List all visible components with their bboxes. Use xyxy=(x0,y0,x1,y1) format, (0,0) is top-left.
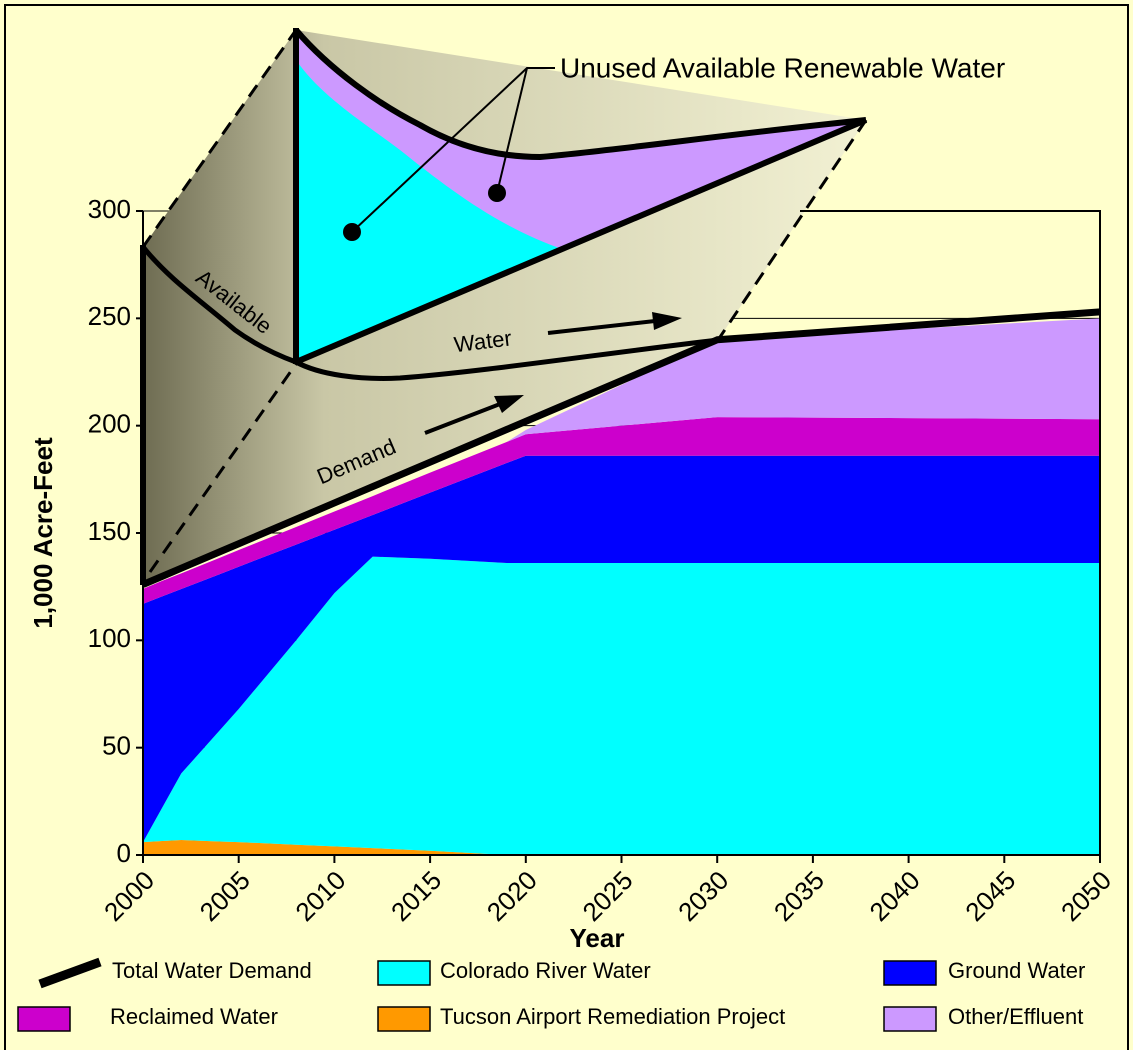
y-tick-label: 200 xyxy=(88,409,131,439)
legend-swatch xyxy=(377,1006,431,1032)
legend-label: Reclaimed Water xyxy=(110,1004,278,1029)
leader-line xyxy=(496,67,528,194)
y-tick-label: 50 xyxy=(102,731,131,761)
legend-label: Other/Effluent xyxy=(948,1004,1083,1029)
dashed-edge xyxy=(148,363,298,573)
y-tick-label: 150 xyxy=(88,516,131,546)
frame xyxy=(4,4,1129,1050)
legend-label: Tucson Airport Remediation Project xyxy=(440,1004,785,1029)
area xyxy=(143,417,1100,604)
y-tick-label: 300 xyxy=(88,194,131,224)
dashed-edge xyxy=(716,119,868,341)
unused-colorado xyxy=(296,60,565,362)
area xyxy=(143,455,1100,843)
y-axis-title: 1,000 Acre-Feet xyxy=(28,437,58,629)
demand-back-line xyxy=(294,117,868,365)
available-back-curve xyxy=(293,28,867,161)
legend-swatch xyxy=(38,957,102,989)
callout-dot xyxy=(488,184,506,202)
legend-label: Colorado River Water xyxy=(440,958,651,983)
y-tick-label: 250 xyxy=(88,301,131,331)
legend-swatch xyxy=(17,1006,71,1032)
callout-text: Unused Available Renewable Water xyxy=(560,52,1005,83)
legend-swatch xyxy=(377,960,431,986)
legend-label: Total Water Demand xyxy=(112,958,312,983)
arrow xyxy=(547,319,656,335)
legend-swatch xyxy=(883,1006,937,1032)
callout-dot xyxy=(343,223,361,241)
legend-label: Ground Water xyxy=(948,958,1085,983)
y-tick-label: 0 xyxy=(117,838,131,868)
arrowhead xyxy=(494,395,524,413)
areas xyxy=(143,318,1100,855)
area xyxy=(143,839,1100,855)
x-axis-title: Year xyxy=(570,923,625,953)
legend: Tucson Airport Remediation Project Colora… xyxy=(17,957,1085,1032)
available-front-curve xyxy=(141,245,719,381)
arrowhead xyxy=(652,312,682,330)
demand-line xyxy=(141,308,1101,588)
area xyxy=(143,318,1100,589)
legend-swatch xyxy=(883,960,937,986)
area xyxy=(143,556,1100,855)
arrow xyxy=(424,402,501,435)
y-tick-label: 100 xyxy=(88,623,131,653)
